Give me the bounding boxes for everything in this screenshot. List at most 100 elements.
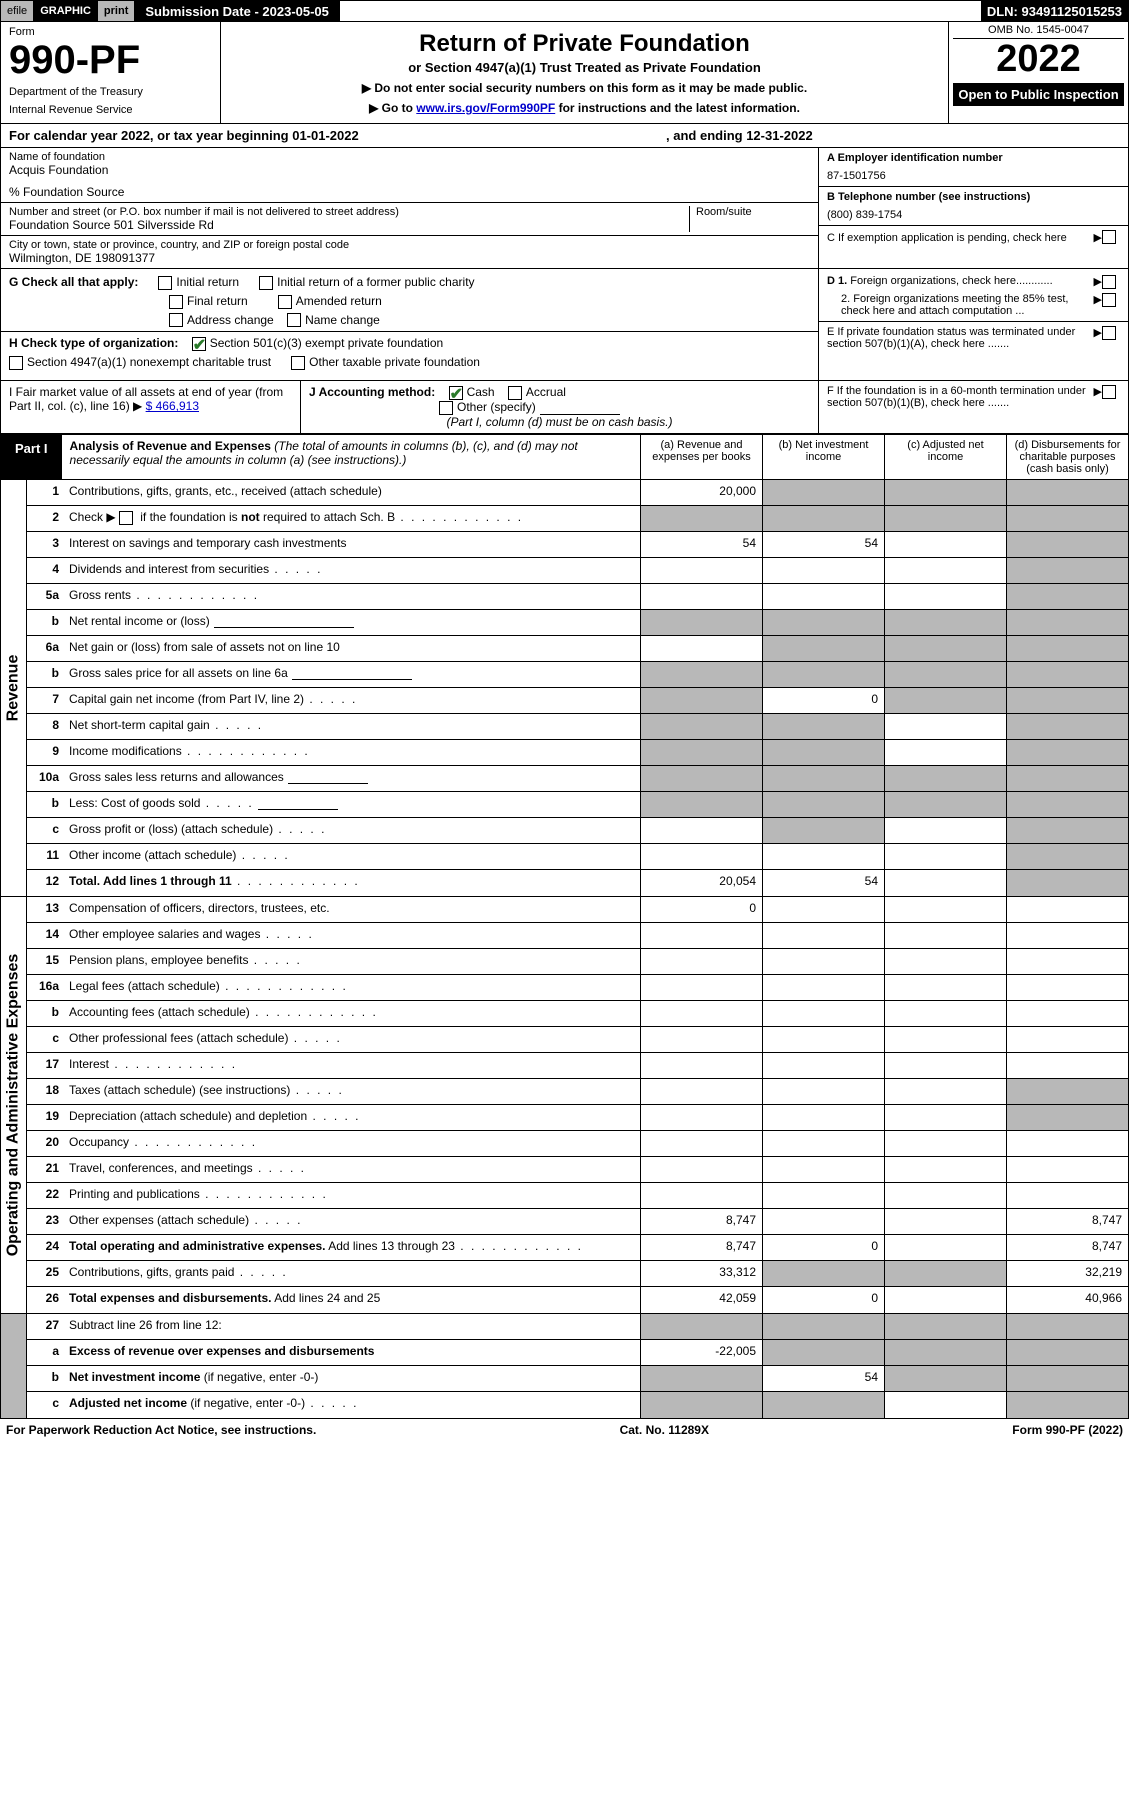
r23-c [884, 1209, 1006, 1234]
g-name-checkbox[interactable] [287, 313, 301, 327]
r1-b [762, 480, 884, 505]
city-label: City or town, state or province, country… [9, 239, 810, 251]
row-25: 25 Contributions, gifts, grants paid 33,… [27, 1261, 1128, 1287]
j-other-checkbox[interactable] [439, 401, 453, 415]
h-4947-checkbox[interactable] [9, 356, 23, 370]
r13-num: 13 [27, 897, 65, 922]
row-10c: c Gross profit or (loss) (attach schedul… [27, 818, 1128, 844]
j-block: J Accounting method: Cash Accrual Other … [301, 381, 818, 433]
r16b-a [640, 1001, 762, 1026]
r6b-input[interactable] [292, 666, 412, 680]
print-button[interactable]: print [98, 1, 135, 21]
r2-post: if the foundation is not required to att… [137, 510, 395, 524]
d1-checkbox[interactable] [1102, 275, 1116, 289]
r9-b [762, 740, 884, 765]
r2-checkbox[interactable] [119, 511, 133, 525]
f-checkbox[interactable] [1102, 385, 1116, 399]
row-27c: c Adjusted net income (if negative, ente… [27, 1392, 1128, 1418]
omb-number: OMB No. 1545-0047 [953, 24, 1124, 39]
e-row: E If private foundation status was termi… [827, 326, 1120, 350]
r18-a [640, 1079, 762, 1104]
h-o1: Section 501(c)(3) exempt private foundat… [210, 336, 443, 350]
r4-b [762, 558, 884, 583]
r16a-b [762, 975, 884, 1000]
r27c-b [762, 1392, 884, 1418]
c-checkbox[interactable] [1102, 230, 1116, 244]
r14-num: 14 [27, 923, 65, 948]
r16c-b [762, 1027, 884, 1052]
city-value: Wilmington, DE 198091377 [9, 251, 810, 265]
calendar-year-row: For calendar year 2022, or tax year begi… [0, 124, 1129, 148]
e-checkbox[interactable] [1102, 326, 1116, 340]
r20-desc: Occupancy [65, 1131, 640, 1156]
row-2: 2 Check ▶ if the foundation is not requi… [27, 506, 1128, 532]
r5a-d [1006, 584, 1128, 609]
r23-desc: Other expenses (attach schedule) [65, 1209, 640, 1234]
row-23: 23 Other expenses (attach schedule) 8,74… [27, 1209, 1128, 1235]
r2-b [762, 506, 884, 531]
h-501c3-checkbox[interactable] [192, 337, 206, 351]
h-other-checkbox[interactable] [291, 356, 305, 370]
r26-d: 40,966 [1006, 1287, 1128, 1313]
r5b-num: b [27, 610, 65, 635]
r16b-b [762, 1001, 884, 1026]
h-row2: Section 4947(a)(1) nonexempt charitable … [9, 355, 810, 370]
tax-year: 2022 [953, 39, 1124, 81]
info-left: Name of foundation Acquis Foundation % F… [1, 148, 818, 268]
r10b-input[interactable] [258, 796, 338, 810]
r21-a [640, 1157, 762, 1182]
g-initial-checkbox[interactable] [158, 276, 172, 290]
r26-a: 42,059 [640, 1287, 762, 1313]
r13-c [884, 897, 1006, 922]
row-9: 9 Income modifications [27, 740, 1128, 766]
r23-num: 23 [27, 1209, 65, 1234]
r5b-input[interactable] [214, 614, 354, 628]
r27a-b [762, 1340, 884, 1365]
d1-text: Foreign organizations, check here.......… [850, 275, 1052, 287]
expenses-table: Operating and Administrative Expenses 13… [0, 897, 1129, 1314]
r22-b [762, 1183, 884, 1208]
r10b-d [1006, 792, 1128, 817]
d2-checkbox[interactable] [1102, 293, 1116, 307]
r27a-d [1006, 1340, 1128, 1365]
row-22: 22 Printing and publications [27, 1183, 1128, 1209]
row-17: 17 Interest [27, 1053, 1128, 1079]
r16c-num: c [27, 1027, 65, 1052]
r3-b: 54 [762, 532, 884, 557]
row-10a: 10a Gross sales less returns and allowan… [27, 766, 1128, 792]
h-row1: H Check type of organization: Section 50… [9, 336, 810, 351]
g-initial-public-checkbox[interactable] [259, 276, 273, 290]
row-27: 27 Subtract line 26 from line 12: [27, 1314, 1128, 1340]
r27a-desc: Excess of revenue over expenses and disb… [65, 1340, 640, 1365]
g-final-checkbox[interactable] [169, 295, 183, 309]
r4-desc: Dividends and interest from securities [65, 558, 640, 583]
r8-a [640, 714, 762, 739]
g-address-checkbox[interactable] [169, 313, 183, 327]
header-right: OMB No. 1545-0047 2022 Open to Public In… [948, 22, 1128, 123]
r24-desc: Total operating and administrative expen… [65, 1235, 640, 1260]
r27-c [884, 1314, 1006, 1339]
j-other-input[interactable] [540, 401, 620, 415]
form990pf-link[interactable]: www.irs.gov/Form990PF [416, 101, 555, 115]
j-accrual-checkbox[interactable] [508, 386, 522, 400]
r10c-c [884, 818, 1006, 843]
row-24: 24 Total operating and administrative ex… [27, 1235, 1128, 1261]
r4-d [1006, 558, 1128, 583]
r22-num: 22 [27, 1183, 65, 1208]
r10a-input[interactable] [288, 770, 368, 784]
g-label: G Check all that apply: [9, 275, 138, 289]
r27b-num: b [27, 1366, 65, 1391]
g-o6: Name change [305, 313, 380, 327]
r7-desc: Capital gain net income (from Part IV, l… [65, 688, 640, 713]
r3-num: 3 [27, 532, 65, 557]
r19-num: 19 [27, 1105, 65, 1130]
r6b-b [762, 662, 884, 687]
r17-desc: Interest [65, 1053, 640, 1078]
row-16b: b Accounting fees (attach schedule) [27, 1001, 1128, 1027]
row-16a: 16a Legal fees (attach schedule) [27, 975, 1128, 1001]
j-cash-checkbox[interactable] [449, 386, 463, 400]
r9-a [640, 740, 762, 765]
row-18: 18 Taxes (attach schedule) (see instruct… [27, 1079, 1128, 1105]
g-amended-checkbox[interactable] [278, 295, 292, 309]
top-bar: efile GRAPHIC print Submission Date - 20… [0, 0, 1129, 22]
